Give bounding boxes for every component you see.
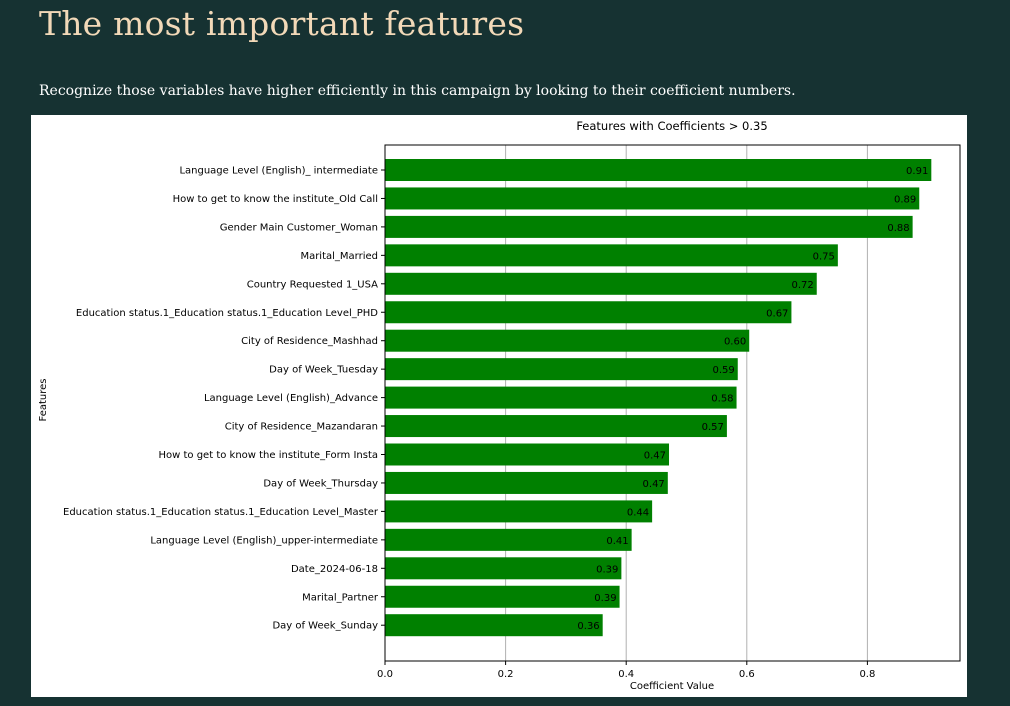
x-tick-label: 0.2 bbox=[498, 669, 514, 680]
x-axis-label: Coefficient Value bbox=[630, 681, 714, 692]
data-label: 0.36 bbox=[577, 621, 599, 632]
data-label: 0.89 bbox=[894, 194, 916, 205]
y-tick-label: How to get to know the institute_Old Cal… bbox=[173, 194, 378, 205]
y-tick-label: City of Residence_Mashhad bbox=[241, 336, 378, 347]
bar bbox=[385, 272, 817, 295]
y-tick-label: Country Requested 1_USA bbox=[247, 279, 378, 290]
bar bbox=[385, 585, 620, 608]
bar bbox=[385, 386, 737, 409]
page-subtitle: Recognize those variables have higher ef… bbox=[39, 83, 796, 99]
bar bbox=[385, 215, 913, 238]
data-label: 0.47 bbox=[644, 451, 666, 462]
data-label: 0.91 bbox=[906, 166, 928, 177]
y-tick-label: City of Residence_Mazandaran bbox=[225, 422, 378, 433]
bar bbox=[385, 159, 932, 181]
y-tick-label: Education status.1_Education status.1_Ed… bbox=[63, 507, 379, 518]
y-tick-label: Day of Week_Thursday bbox=[263, 478, 378, 489]
y-tick-label: Marital_Married bbox=[300, 251, 378, 262]
bar bbox=[385, 443, 670, 466]
plot-frame bbox=[384, 144, 961, 662]
bar bbox=[385, 187, 920, 210]
x-tick-label: 0.0 bbox=[377, 669, 393, 680]
y-tick-label: Day of Week_Tuesday bbox=[269, 365, 378, 376]
data-label: 0.58 bbox=[711, 394, 733, 405]
bar bbox=[385, 471, 668, 494]
bar bbox=[385, 528, 632, 551]
y-tick-label: Gender Main Customer_Woman bbox=[220, 222, 378, 233]
y-tick-label: Marital_Partner bbox=[302, 592, 379, 603]
data-label: 0.39 bbox=[596, 564, 618, 575]
data-label: 0.41 bbox=[606, 536, 628, 547]
y-axis-label: Features bbox=[38, 379, 49, 422]
chart-panel: Features with Coefficients > 0.35 0.91 0.… bbox=[31, 115, 967, 697]
data-label: 0.75 bbox=[813, 251, 835, 262]
data-label: 0.72 bbox=[791, 280, 813, 291]
bars bbox=[385, 159, 932, 637]
bar bbox=[385, 358, 738, 381]
y-tick-label: How to get to know the institute_Form In… bbox=[159, 450, 379, 461]
x-tick-label: 0.4 bbox=[618, 669, 634, 680]
bar bbox=[385, 244, 838, 267]
data-label: 0.67 bbox=[766, 308, 788, 319]
x-tick-label: 0.8 bbox=[859, 669, 875, 680]
y-tick-label: Day of Week_Sunday bbox=[272, 621, 378, 632]
y-tick-label: Language Level (English)_upper-intermedi… bbox=[150, 535, 378, 546]
bar bbox=[385, 557, 622, 580]
x-tick-label: 0.6 bbox=[739, 669, 755, 680]
data-label: 0.88 bbox=[887, 223, 909, 234]
data-label: 0.57 bbox=[702, 422, 724, 433]
bar bbox=[385, 500, 653, 523]
data-label: 0.59 bbox=[712, 365, 734, 376]
bar bbox=[385, 329, 750, 352]
y-tick-label: Language Level (English)_Advance bbox=[204, 393, 378, 404]
x-tick-labels: 0.0 0.2 0.4 0.6 0.8 bbox=[377, 661, 875, 680]
bar bbox=[385, 614, 603, 637]
y-tick-label: Date_2024-06-18 bbox=[291, 564, 378, 575]
bar bbox=[385, 415, 727, 438]
y-tick-labels: Language Level (English)_ intermediate Ho… bbox=[63, 166, 385, 632]
data-label: 0.47 bbox=[643, 479, 665, 490]
chart-title: Features with Coefficients > 0.35 bbox=[576, 119, 767, 133]
y-tick-label: Language Level (English)_ intermediate bbox=[179, 166, 378, 177]
data-label: 0.39 bbox=[594, 593, 616, 604]
y-tick-label: Education status.1_Education status.1_Ed… bbox=[76, 308, 378, 319]
data-label: 0.44 bbox=[627, 507, 649, 518]
data-label: 0.60 bbox=[724, 337, 746, 348]
data-labels: 0.91 0.89 0.88 0.75 0.72 0.67 0.60 0.59 0.58 0.57… bbox=[577, 166, 928, 632]
page-title: The most important features bbox=[39, 4, 525, 43]
bar bbox=[385, 301, 792, 324]
coefficient-bar-chart: Features with Coefficients > 0.35 0.910.… bbox=[38, 119, 961, 692]
